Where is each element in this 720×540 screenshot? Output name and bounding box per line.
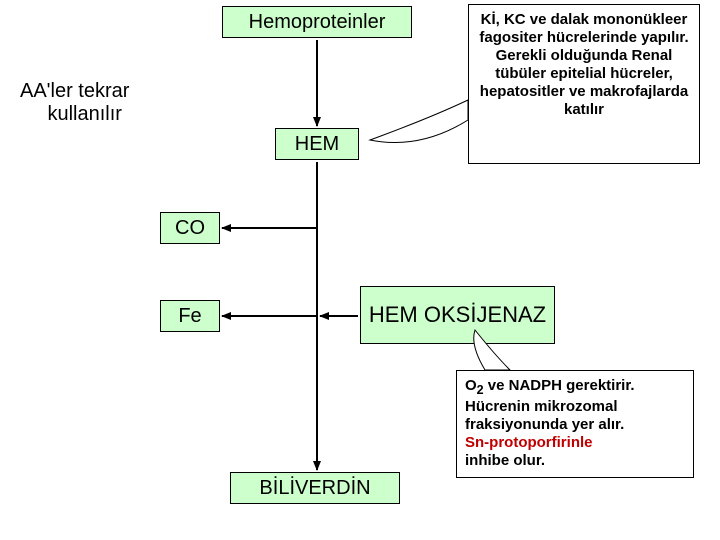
callout-br-line3: fraksiyonunda yer alır. (465, 416, 685, 434)
label-aa-line1: AA'ler tekrar (20, 80, 129, 103)
label-aa: AA'ler tekrar kullanılır (20, 80, 129, 126)
callout-top-right: Kİ, KC ve dalak mononükleer fagositer hü… (468, 4, 700, 164)
node-label: CO (175, 217, 205, 240)
callout-br-line1: O2 ve NADPH gerektirir. (465, 377, 685, 398)
label-aa-line2: kullanılır (20, 103, 129, 126)
callout-br-line4: Sn-protoporfirinle (465, 434, 685, 452)
node-label: Hemoproteinler (249, 11, 386, 34)
node-hemoksijenaz: HEM OKSİJENAZ (360, 286, 555, 344)
callout-br-line5: inhibe olur. (465, 452, 685, 470)
node-biliverdin: BİLİVERDİN (230, 472, 400, 504)
node-label: Fe (178, 305, 201, 328)
callout-br-line2: Hücrenin mikrozomal (465, 398, 685, 416)
node-hem: HEM (275, 128, 359, 160)
node-label: BİLİVERDİN (259, 477, 370, 500)
node-label: HEM OKSİJENAZ (369, 303, 546, 327)
callout-tr-text: Kİ, KC ve dalak mononükleer fagositer hü… (479, 11, 688, 118)
node-label: HEM (295, 133, 339, 156)
callout-bottom-right: O2 ve NADPH gerektirir. Hücrenin mikrozo… (456, 370, 694, 478)
node-fe: Fe (160, 300, 220, 332)
node-hemoproteinler: Hemoproteinler (222, 6, 412, 38)
node-co: CO (160, 212, 220, 244)
